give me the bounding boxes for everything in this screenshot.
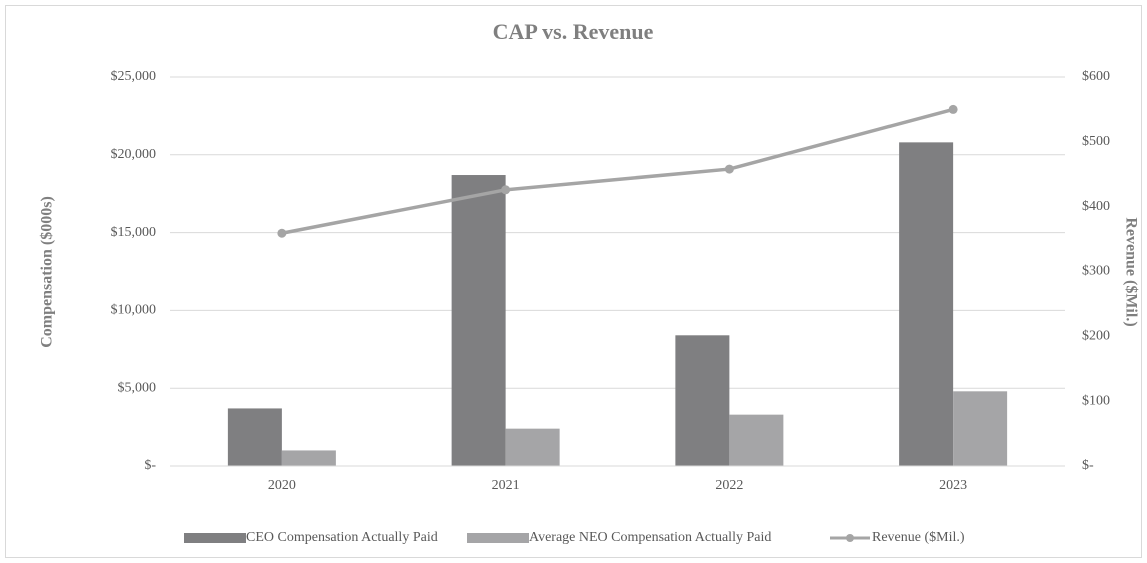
bar [953,391,1008,466]
x-tick-label: 2021 [492,478,520,493]
y-tick-label: $15,000 [111,225,157,240]
y2-tick-label: $400 [1082,199,1110,214]
y2-tick-label: $500 [1082,134,1110,149]
chart-title: CAP vs. Revenue [493,19,654,44]
y-axis-title: Compensation ($000s) [39,196,56,348]
bar [729,414,784,466]
legend-marker [846,534,854,542]
bar [281,450,336,466]
y2-tick-label: $300 [1082,264,1110,279]
y-tick-label: $25,000 [111,69,157,84]
line-marker [501,185,511,195]
x-tick-label: 2022 [715,478,743,493]
y-tick-label: $20,000 [111,147,157,162]
y-tick-label: $5,000 [118,380,157,395]
legend-swatch [184,533,246,543]
bar [899,142,954,467]
legend-label: CEO Compensation Actually Paid [246,530,438,545]
y2-tick-label: $100 [1082,393,1110,408]
y2-tick-label: $- [1082,458,1094,473]
bar [227,408,282,466]
y2-tick-label: $600 [1082,69,1110,84]
x-tick-label: 2020 [268,478,296,493]
x-tick-label: 2023 [939,478,967,493]
line-marker [948,104,958,114]
line-marker [277,228,287,238]
legend-label: Average NEO Compensation Actually Paid [529,530,771,545]
y-tick-label: $- [144,458,156,473]
bar [451,175,506,466]
y2-axis-title: Revenue ($Mil.) [1122,217,1139,326]
legend-swatch [467,533,529,543]
bar [505,428,560,466]
chart-border [5,5,1142,558]
line [281,107,954,235]
y-tick-label: $10,000 [111,303,157,318]
bar [675,335,730,466]
line-marker [724,164,734,174]
legend-label: Revenue ($Mil.) [872,530,965,545]
y2-tick-label: $200 [1082,329,1110,344]
